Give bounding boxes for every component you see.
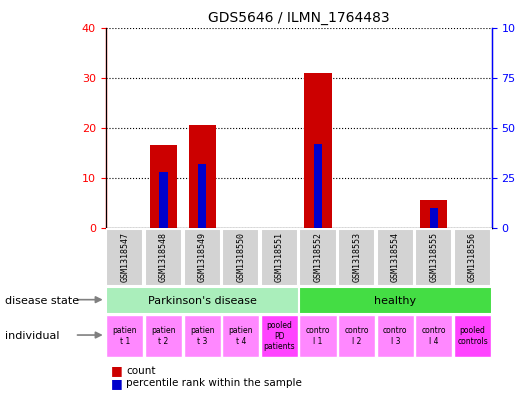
Text: ■: ■ <box>111 376 123 390</box>
Bar <box>420 200 448 228</box>
Title: GDS5646 / ILMN_1764483: GDS5646 / ILMN_1764483 <box>208 11 389 25</box>
Text: GSM1318550: GSM1318550 <box>236 232 245 283</box>
FancyBboxPatch shape <box>145 228 182 286</box>
Text: GSM1318547: GSM1318547 <box>121 232 129 283</box>
FancyBboxPatch shape <box>376 315 414 357</box>
FancyBboxPatch shape <box>222 315 259 357</box>
FancyBboxPatch shape <box>299 315 337 357</box>
Text: pooled
PD
patients: pooled PD patients <box>264 321 295 351</box>
Text: GSM1318555: GSM1318555 <box>430 232 438 283</box>
Bar <box>299 287 492 314</box>
Text: contro
l 1: contro l 1 <box>306 326 330 346</box>
FancyBboxPatch shape <box>145 315 182 357</box>
Text: individual: individual <box>5 331 60 341</box>
Bar <box>160 172 167 228</box>
Text: GSM1318553: GSM1318553 <box>352 232 361 283</box>
Bar <box>198 164 206 228</box>
Text: pooled
controls: pooled controls <box>457 326 488 346</box>
FancyBboxPatch shape <box>222 228 259 286</box>
FancyBboxPatch shape <box>454 228 491 286</box>
Text: patien
t 1: patien t 1 <box>113 326 137 346</box>
Bar <box>314 144 322 228</box>
FancyBboxPatch shape <box>183 228 220 286</box>
FancyBboxPatch shape <box>299 228 337 286</box>
FancyBboxPatch shape <box>183 315 220 357</box>
Text: disease state: disease state <box>5 296 79 306</box>
FancyBboxPatch shape <box>415 228 452 286</box>
Text: GSM1318552: GSM1318552 <box>314 232 322 283</box>
Text: Parkinson's disease: Parkinson's disease <box>148 296 256 306</box>
Text: contro
l 3: contro l 3 <box>383 326 407 346</box>
Text: GSM1318549: GSM1318549 <box>198 232 207 283</box>
Text: ■: ■ <box>111 364 123 377</box>
Text: GSM1318556: GSM1318556 <box>468 232 477 283</box>
Bar <box>430 208 438 228</box>
Text: percentile rank within the sample: percentile rank within the sample <box>126 378 302 388</box>
FancyBboxPatch shape <box>261 228 298 286</box>
FancyBboxPatch shape <box>415 315 452 357</box>
Text: healthy: healthy <box>374 296 416 306</box>
FancyBboxPatch shape <box>376 228 414 286</box>
Text: patien
t 2: patien t 2 <box>151 326 176 346</box>
FancyBboxPatch shape <box>106 315 143 357</box>
FancyBboxPatch shape <box>338 315 375 357</box>
Text: count: count <box>126 365 156 376</box>
Bar <box>304 73 332 228</box>
FancyBboxPatch shape <box>454 315 491 357</box>
Bar <box>106 287 299 314</box>
Text: patien
t 3: patien t 3 <box>190 326 214 346</box>
Text: contro
l 2: contro l 2 <box>345 326 369 346</box>
Text: GSM1318554: GSM1318554 <box>391 232 400 283</box>
Text: contro
l 4: contro l 4 <box>422 326 446 346</box>
Text: GSM1318551: GSM1318551 <box>275 232 284 283</box>
Bar <box>150 145 177 228</box>
Text: GSM1318548: GSM1318548 <box>159 232 168 283</box>
FancyBboxPatch shape <box>261 315 298 357</box>
FancyBboxPatch shape <box>106 228 143 286</box>
Bar <box>188 125 216 228</box>
Text: patien
t 4: patien t 4 <box>229 326 253 346</box>
FancyBboxPatch shape <box>338 228 375 286</box>
